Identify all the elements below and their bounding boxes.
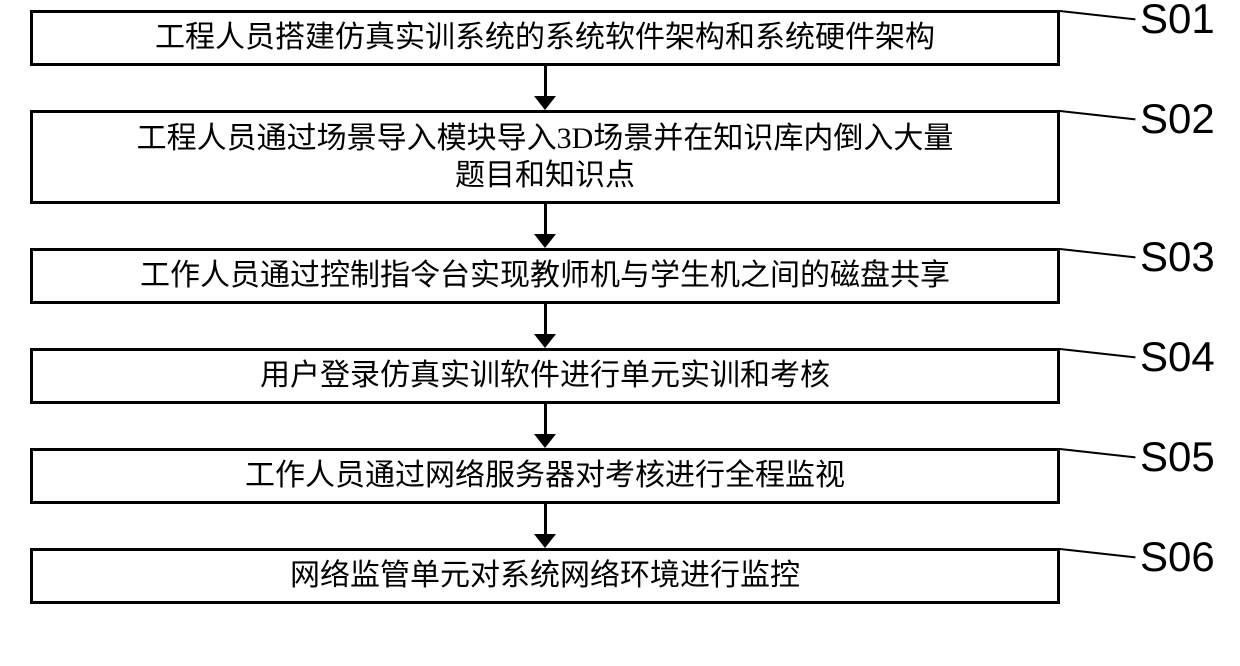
- arrow-head-s05-to-s06: [534, 534, 556, 548]
- label-lead-s01: [1060, 10, 1136, 20]
- label-lead-s04: [1060, 348, 1136, 358]
- step-box-s01: 工程人员搭建仿真实训系统的系统软件架构和系统硬件架构: [30, 10, 1060, 66]
- label-lead-s06: [1060, 548, 1136, 558]
- arrow-shaft-s04-to-s05: [544, 404, 547, 434]
- label-lead-s03: [1060, 248, 1136, 258]
- label-lead-s05: [1060, 448, 1136, 458]
- arrow-shaft-s03-to-s04: [544, 304, 547, 334]
- step-box-s04: 用户登录仿真实训软件进行单元实训和考核: [30, 348, 1060, 404]
- arrow-head-s03-to-s04: [534, 334, 556, 348]
- arrow-shaft-s02-to-s03: [544, 204, 547, 234]
- step-label-s02: S02: [1140, 95, 1215, 143]
- step-text: 工程人员通过场景导入模块导入3D场景并在知识库内倒入大量题目和知识点: [137, 120, 954, 195]
- arrow-head-s04-to-s05: [534, 434, 556, 448]
- step-label-s01: S01: [1140, 0, 1215, 43]
- arrow-head-s01-to-s02: [534, 96, 556, 110]
- step-text: 工程人员搭建仿真实训系统的系统软件架构和系统硬件架构: [155, 19, 935, 57]
- step-box-s06: 网络监管单元对系统网络环境进行监控: [30, 548, 1060, 604]
- step-box-s03: 工作人员通过控制指令台实现教师机与学生机之间的磁盘共享: [30, 248, 1060, 304]
- step-text: 网络监管单元对系统网络环境进行监控: [290, 557, 800, 595]
- arrow-shaft-s01-to-s02: [544, 66, 547, 96]
- step-text: 用户登录仿真实训软件进行单元实训和考核: [260, 357, 830, 395]
- step-text: 工作人员通过控制指令台实现教师机与学生机之间的磁盘共享: [140, 257, 950, 295]
- label-lead-s02: [1060, 110, 1136, 120]
- step-label-s04: S04: [1140, 333, 1215, 381]
- step-box-s02: 工程人员通过场景导入模块导入3D场景并在知识库内倒入大量题目和知识点: [30, 110, 1060, 204]
- step-label-s05: S05: [1140, 433, 1215, 481]
- arrow-head-s02-to-s03: [534, 234, 556, 248]
- step-text: 工作人员通过网络服务器对考核进行全程监视: [245, 457, 845, 495]
- step-label-s06: S06: [1140, 533, 1215, 581]
- step-label-s03: S03: [1140, 233, 1215, 281]
- arrow-shaft-s05-to-s06: [544, 504, 547, 534]
- step-box-s05: 工作人员通过网络服务器对考核进行全程监视: [30, 448, 1060, 504]
